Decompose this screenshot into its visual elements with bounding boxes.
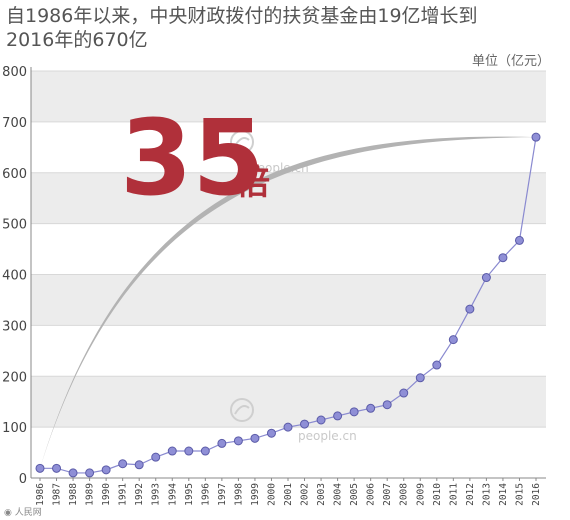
multiple-annotation-suffix: 倍 [236, 163, 270, 203]
grid-band [31, 274, 546, 326]
x-tick-label: 1988 [68, 483, 79, 506]
title-line-2: 2016年的670亿 [6, 29, 148, 51]
multiple-annotation: 35 [120, 97, 265, 219]
x-tick-label: 1989 [85, 483, 96, 506]
data-point [68, 468, 78, 478]
watermark-logo-icon [230, 130, 254, 154]
x-tick-label: 1990 [101, 483, 112, 506]
y-tick-label: 800 [2, 65, 27, 80]
grid-band [31, 71, 546, 122]
watermark-text: people.cn [298, 429, 357, 443]
grid-lines [31, 70, 546, 479]
x-tick-label: 2001 [283, 483, 294, 506]
data-point [266, 428, 276, 438]
y-tick-label: 0 [19, 472, 27, 487]
x-tick-label: 2015 [514, 483, 525, 506]
x-tick-label: 1995 [184, 483, 195, 506]
y-tick-label: 300 [2, 319, 27, 334]
data-point [52, 463, 62, 473]
data-point [366, 403, 376, 413]
grid-bands [31, 71, 546, 428]
x-tick-label: 2008 [399, 483, 410, 506]
data-point [167, 446, 177, 456]
data-point [101, 465, 111, 475]
x-tick-label: 2013 [481, 483, 492, 506]
x-tick-label: 1987 [52, 483, 63, 506]
data-point [514, 235, 524, 245]
x-tick-label: 1994 [167, 483, 178, 506]
x-tick-label: 2006 [366, 483, 377, 506]
photo-credit-icon: ◉ [4, 508, 12, 518]
x-axis: 1986 1987 1988 1989 1990 1991 1992 1993 1994 1995… [31, 477, 546, 506]
data-point [300, 419, 310, 429]
x-tick-label: 2014 [498, 483, 509, 506]
data-point [498, 253, 508, 263]
data-point [432, 360, 442, 370]
data-point [415, 373, 425, 383]
data-point [531, 132, 541, 142]
data-point [35, 463, 45, 473]
x-tick-label: 1996 [200, 483, 211, 506]
x-tick-label: 2012 [465, 483, 476, 506]
data-point [448, 335, 458, 345]
credit-text: ◉ 人民网 [4, 505, 42, 518]
x-tick-label: 2007 [382, 483, 393, 506]
data-point [333, 411, 343, 421]
data-point [85, 468, 95, 478]
data-point [250, 433, 260, 443]
y-tick-label: 600 [2, 167, 27, 182]
x-tick-label: 2011 [448, 483, 459, 506]
data-point [233, 436, 243, 446]
data-point [399, 388, 409, 398]
grid-band [31, 172, 546, 224]
y-axis: 0 100 200 300 400 500 600 700 800 [2, 65, 32, 487]
y-tick-label: 400 [2, 269, 27, 284]
watermark-logo-icon [230, 398, 254, 422]
credit-label: 人民网 [14, 508, 42, 518]
grid-band [31, 376, 546, 428]
watermark-text: people.cn [250, 161, 309, 175]
unit-label: 单位（亿元） [471, 54, 550, 69]
x-tick-label: 2005 [349, 483, 360, 506]
x-tick-label: 2000 [266, 483, 277, 506]
x-tick-label: 1991 [118, 483, 129, 506]
x-tick-label: 1998 [233, 483, 244, 506]
data-point [481, 273, 491, 283]
x-tick-label: 1997 [217, 483, 228, 506]
data-point [382, 400, 392, 410]
x-tick-label: 1986 [35, 483, 46, 506]
data-point [316, 415, 326, 425]
y-tick-label: 100 [2, 421, 27, 436]
data-point [151, 452, 161, 462]
x-tick-label: 2004 [333, 483, 344, 506]
data-point [283, 422, 293, 432]
x-tick-label: 2003 [316, 483, 327, 506]
series-points [35, 132, 541, 478]
x-tick-label: 2002 [300, 483, 311, 506]
x-tick-label: 1993 [151, 483, 162, 506]
data-point [134, 460, 144, 470]
data-point [465, 304, 475, 314]
watermark-group: people.cn people.cn [230, 130, 357, 443]
data-point [184, 446, 194, 456]
y-tick-label: 700 [2, 116, 27, 131]
data-point [217, 438, 227, 448]
x-tick-label: 2010 [432, 483, 443, 506]
x-tick-label: 2009 [415, 483, 426, 506]
data-point [200, 446, 210, 456]
y-tick-label: 200 [2, 370, 27, 385]
x-tick-label: 1992 [134, 483, 145, 506]
data-point [349, 407, 359, 417]
y-tick-label: 500 [2, 218, 27, 233]
x-tick-label: 2016 [531, 483, 542, 506]
x-tick-label: 1999 [250, 483, 261, 506]
data-point [118, 459, 128, 469]
title-line-1: 自1986年以来，中央财政拨付的扶贫基金由19亿增长到 [6, 5, 478, 27]
chart-title: 自1986年以来，中央财政拨付的扶贫基金由19亿增长到 2016年的670亿 [6, 4, 526, 52]
